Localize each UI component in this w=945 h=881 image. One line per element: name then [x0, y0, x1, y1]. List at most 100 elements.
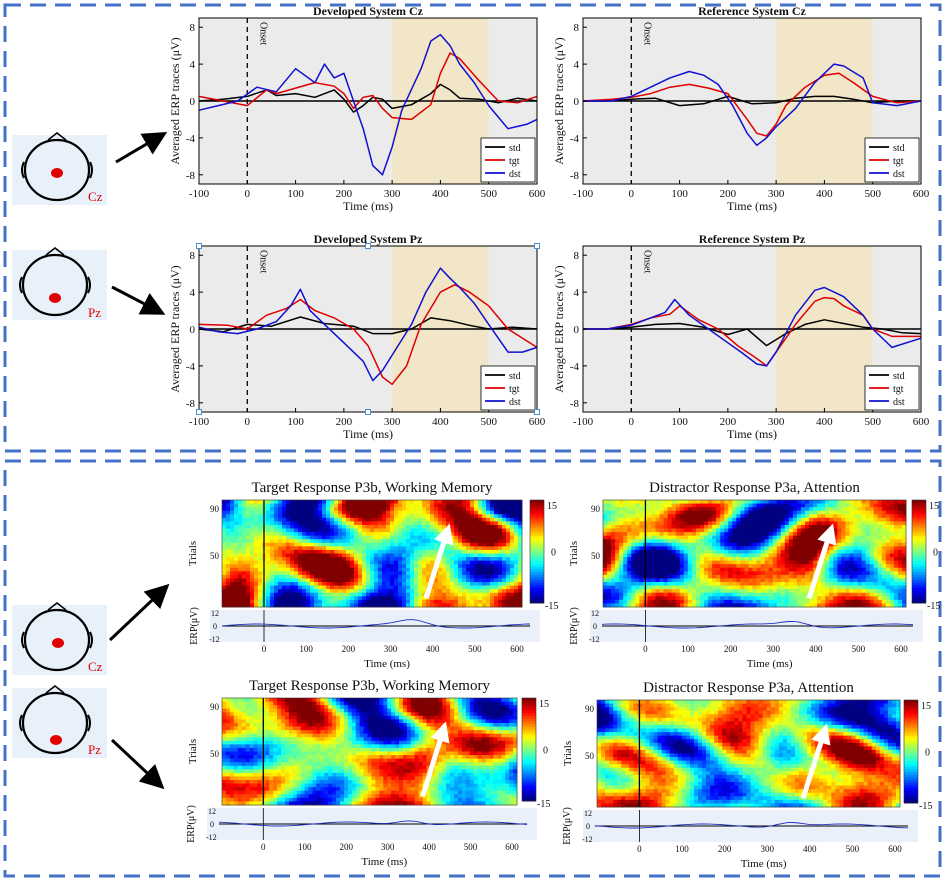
heatmap-cell	[254, 574, 259, 579]
heatmap-cell	[229, 701, 235, 706]
heatmap-cell	[290, 557, 295, 562]
heatmap-cell	[462, 549, 467, 554]
heatmap-cell	[744, 589, 749, 594]
heatmap-cell	[760, 578, 765, 583]
heatmap-cell	[414, 514, 419, 519]
heatmap-cell	[518, 510, 523, 515]
heatmap-cell	[238, 507, 243, 512]
heatmap-cell	[647, 524, 652, 529]
heatmap-cell	[322, 542, 327, 547]
heatmap-cell	[708, 596, 713, 601]
heatmap-cell	[298, 535, 303, 540]
heatmap-cell	[254, 549, 259, 554]
heatmap-cell	[708, 542, 713, 547]
heatmap-cell	[266, 585, 271, 590]
heatmap-cell	[430, 546, 435, 551]
heatmap-cell	[695, 500, 701, 504]
heatmap-cell	[901, 560, 907, 565]
heatmap-cell	[679, 528, 685, 533]
heatmap-cell	[308, 698, 313, 702]
heatmap-cell	[732, 603, 737, 608]
heatmap-cell	[772, 542, 778, 547]
heatmap-cell	[338, 542, 343, 547]
heatmap-cell	[825, 524, 830, 529]
heatmap-cell	[631, 528, 636, 533]
heatmap-cell	[250, 524, 255, 529]
heatmap-cell	[768, 585, 774, 590]
heatmap-cell	[474, 532, 479, 537]
heatmap-cell	[780, 507, 786, 512]
heatmap-cell	[274, 521, 279, 526]
heatmap-cell	[226, 500, 231, 504]
heatmap-cell	[378, 532, 383, 537]
heatmap-cell	[699, 599, 705, 604]
heatmap-cell	[813, 592, 818, 597]
heatmap-cell	[716, 532, 721, 537]
heatmap-cell	[655, 603, 660, 608]
heatmap-cell	[615, 578, 620, 583]
heatmap-cell	[849, 549, 854, 554]
legend-label-dst: dst	[893, 397, 905, 408]
heatmap-cell	[350, 517, 355, 522]
heatmap-cell	[760, 514, 765, 519]
heatmap-cell	[370, 557, 375, 562]
heatmap-cell	[869, 603, 875, 608]
heatmap-cell	[647, 582, 652, 586]
heatmap-cell	[386, 532, 391, 537]
heatmap-cell	[768, 535, 774, 540]
heatmap-cell	[885, 524, 891, 529]
heatmap-cell	[362, 582, 367, 586]
heatmap-cell	[330, 535, 335, 540]
heatmap-cell	[406, 574, 411, 579]
heatmap-cell	[314, 535, 319, 540]
heatmap-cell	[716, 603, 721, 608]
heatmap-cell	[897, 585, 903, 590]
heatmap-cell	[788, 553, 794, 558]
heatmap-cell	[603, 564, 608, 569]
heatmap-cell	[675, 528, 681, 533]
heatmap-cell	[756, 574, 761, 579]
heatmap-cell	[366, 603, 371, 608]
heatmap-cell	[282, 582, 287, 586]
heatmap-cell	[760, 585, 765, 590]
heatmap-cell	[704, 596, 709, 601]
heatmap-cell	[302, 510, 307, 515]
heatmap-cell	[796, 574, 802, 579]
selection-handle	[196, 409, 202, 415]
heatmap-cell	[402, 701, 408, 706]
heatmap-cell	[494, 574, 499, 579]
heatmap-cell	[740, 521, 745, 526]
heatmap-cell	[370, 549, 375, 554]
heatmap-cell	[853, 532, 858, 537]
heatmap-cell	[302, 503, 307, 508]
heatmap-cell	[450, 589, 455, 594]
heatmap-cell	[314, 521, 319, 526]
heatmap-cell	[238, 524, 243, 529]
heatmap-cell	[390, 517, 395, 522]
heatmap-cell	[490, 599, 495, 604]
heatmap-cell	[679, 564, 685, 569]
heatmap-cell	[603, 535, 608, 540]
heatmap-cell	[314, 557, 319, 562]
heatmap-cell	[294, 549, 299, 554]
heatmap-cell	[355, 701, 361, 706]
heatmap-cell	[877, 571, 883, 576]
heatmap-cell	[402, 599, 407, 604]
heatmap-cell	[833, 510, 838, 515]
heatmap-cell	[885, 574, 891, 579]
heatmap-cell	[362, 503, 367, 508]
heatmap-cell	[278, 532, 283, 537]
heatmap-cell	[712, 585, 717, 590]
heatmap-cell	[901, 510, 907, 515]
heatmap-cell	[370, 532, 375, 537]
heatmap-cell	[430, 542, 435, 547]
heatmap-cell	[482, 524, 487, 529]
heatmap-cell	[394, 574, 399, 579]
heatmap-cell	[849, 514, 854, 519]
heatmap-cell	[286, 539, 291, 544]
heatmap-cell	[518, 521, 523, 526]
heatmap-cell	[266, 567, 271, 572]
heatmap-cell	[901, 567, 907, 572]
heatmap-cell	[728, 500, 733, 504]
heatmap-cell	[362, 564, 367, 569]
